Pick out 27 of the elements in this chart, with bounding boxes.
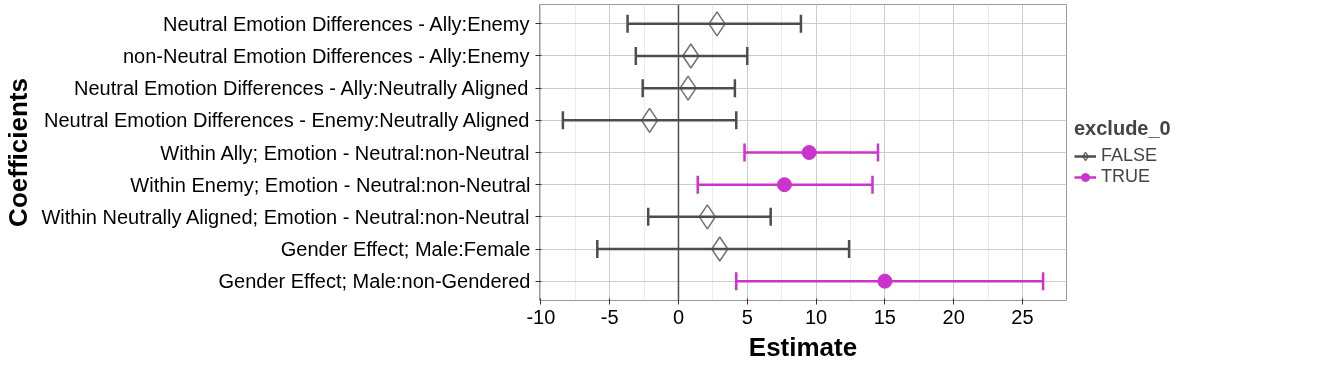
point — [640, 107, 659, 134]
y-tick-label: Within Ally; Emotion - Neutral:non-Neutral — [160, 141, 530, 164]
x-tick-label: 0 — [672, 305, 685, 328]
x-axis-title: Estimate — [748, 331, 858, 362]
y-tick-label: Neutral Emotion Differences - Enemy:Neutrally Aligned — [43, 109, 530, 132]
y-tick-label: Within Enemy; Emotion - Neutral:non-Neutral — [130, 173, 531, 196]
x-tick-label: 5 — [741, 305, 753, 328]
point — [877, 273, 893, 289]
point — [801, 145, 817, 160]
y-tick-label: Within Neutrally Aligned; Emotion - Neutral:non-Neutral — [41, 205, 530, 228]
x-tick-label: -5 — [600, 305, 619, 328]
point — [698, 204, 717, 230]
legend-label: FALSE — [1101, 145, 1158, 166]
x-tick-label: 20 — [942, 305, 965, 328]
x-tick-label: 15 — [873, 305, 896, 328]
y-tick-label: Neutral Emotion Differences - Ally:Enemy — [162, 12, 530, 35]
y-tick-label: non-Neutral Emotion Differences - Ally:Enemy — [122, 44, 530, 67]
y-tick-label: Gender Effect; Male:Female — [280, 238, 531, 261]
y-tick-label: Neutral Emotion Differences - Ally:Neutrally Aligned — [74, 77, 529, 100]
y-axis-title: Coefficients — [3, 78, 34, 227]
y-tick-label: Gender Effect; Male:non-Gendered — [218, 270, 531, 293]
x-tick-label: -10 — [526, 305, 556, 328]
x-tick-label: 10 — [804, 305, 828, 328]
x-tick-label: 25 — [1011, 305, 1034, 328]
legend-title: exclude_0 — [1074, 117, 1171, 140]
point — [776, 177, 792, 193]
legend-label: TRUE — [1101, 166, 1150, 187]
